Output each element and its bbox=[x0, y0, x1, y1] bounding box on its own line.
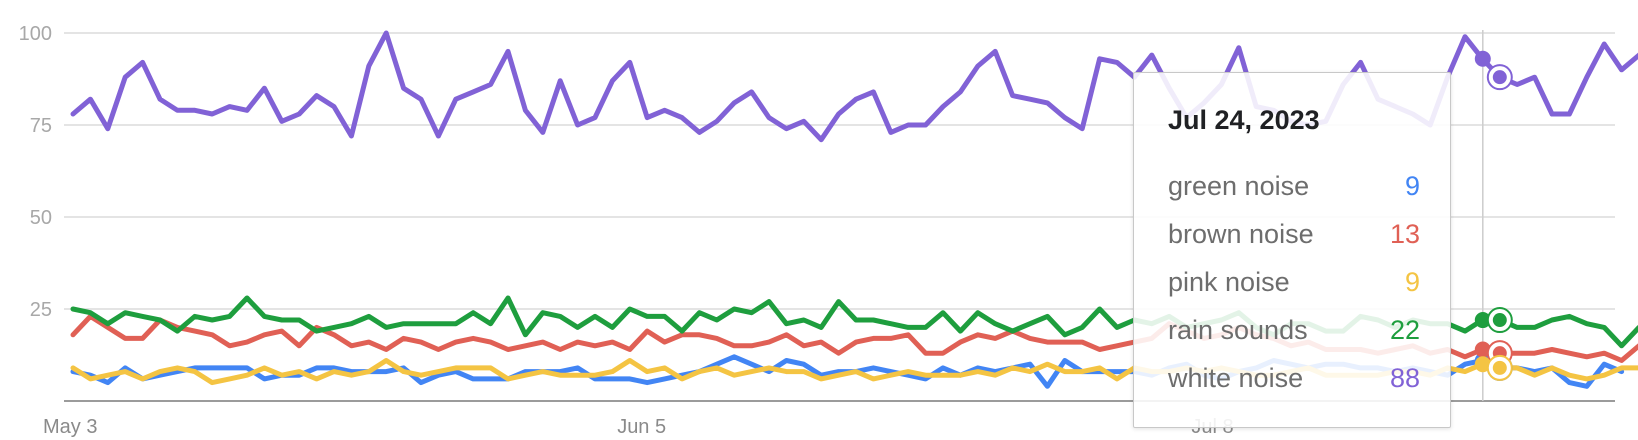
tooltip-value: 9 bbox=[1404, 267, 1420, 297]
tooltip-row-green-noise: green noise 9 bbox=[1168, 171, 1420, 207]
hover-dot bbox=[1492, 360, 1507, 375]
tooltip-row-pink-noise: pink noise 9 bbox=[1168, 267, 1420, 303]
hover-point bbox=[1474, 356, 1491, 373]
tooltip-term: white noise bbox=[1168, 363, 1304, 393]
tooltip-row-white-noise: white noise 88 bbox=[1168, 363, 1420, 399]
hover-dot bbox=[1492, 70, 1507, 85]
tooltip-term: green noise bbox=[1168, 171, 1310, 201]
tooltip-value: 9 bbox=[1404, 171, 1420, 201]
tooltip-value: 88 bbox=[1389, 363, 1420, 393]
hover-tooltip: Jul 24, 2023 green noise 9 brown noise 1… bbox=[1133, 72, 1451, 428]
y-tick-label: 50 bbox=[30, 207, 52, 229]
tooltip-value: 22 bbox=[1389, 315, 1420, 345]
hover-dot bbox=[1492, 313, 1507, 328]
tooltip-term: rain sounds bbox=[1168, 315, 1308, 345]
y-tick-label: 100 bbox=[19, 23, 52, 45]
hover-point bbox=[1474, 50, 1491, 67]
y-axis-ticks: 25 50 75 100 bbox=[19, 23, 52, 321]
hover-point bbox=[1474, 312, 1491, 329]
hover-point bbox=[1474, 341, 1491, 358]
y-tick-label: 25 bbox=[30, 299, 52, 321]
tooltip-row-brown-noise: brown noise 13 bbox=[1168, 219, 1420, 255]
hover-markers bbox=[1474, 50, 1513, 381]
x-tick-label: May 3 bbox=[43, 416, 97, 438]
tooltip-term: brown noise bbox=[1168, 219, 1314, 249]
x-tick-label: Jun 5 bbox=[617, 416, 666, 438]
tooltip-row-rain-sounds: rain sounds 22 bbox=[1168, 315, 1420, 351]
y-tick-label: 75 bbox=[30, 115, 52, 137]
tooltip-date: Jul 24, 2023 bbox=[1168, 105, 1320, 135]
tooltip-value: 13 bbox=[1389, 219, 1420, 249]
tooltip-term: pink noise bbox=[1168, 267, 1290, 297]
